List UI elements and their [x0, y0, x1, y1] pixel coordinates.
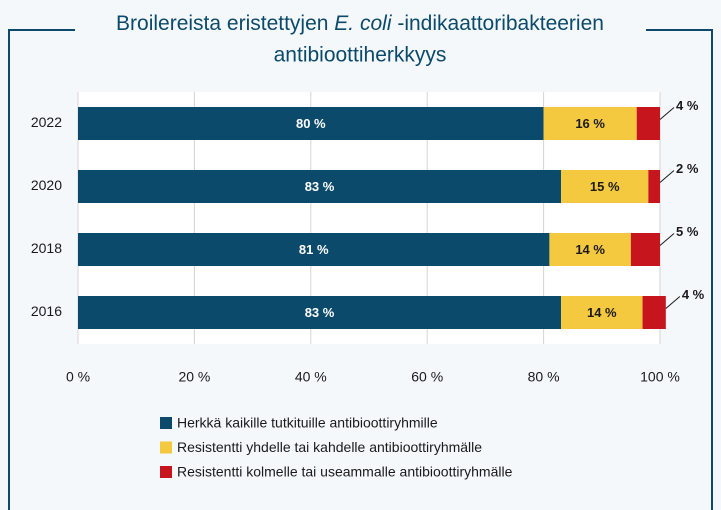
leader-line: [659, 170, 675, 183]
y-tick-label: 2020: [31, 177, 62, 193]
x-tick-label: 40 %: [295, 369, 327, 385]
bar-segment: [648, 170, 660, 203]
value-label: 83 %: [305, 305, 335, 320]
bar-segment: [549, 233, 631, 266]
bar-segment: [78, 170, 562, 203]
value-label: 80 %: [296, 116, 326, 131]
x-tick-label: 0 %: [66, 369, 90, 385]
value-label: 15 %: [590, 179, 620, 194]
x-tick-label: 60 %: [411, 369, 443, 385]
bar-segment: [78, 233, 550, 266]
bar-segment: [630, 233, 660, 266]
bar-segment: [78, 107, 544, 140]
leader-line: [659, 233, 675, 246]
legend-swatch: [160, 441, 172, 454]
value-label: 14 %: [587, 305, 617, 320]
value-label: 16 %: [575, 116, 605, 131]
chart-title: antibioottiherkkyys: [274, 44, 447, 67]
leader-line: [665, 296, 681, 309]
bar-segment: [636, 107, 660, 140]
x-tick-label: 80 %: [528, 369, 560, 385]
value-label: 83 %: [305, 179, 335, 194]
bar-segment: [78, 296, 562, 329]
x-tick-label: 20 %: [178, 369, 210, 385]
bar-segment: [561, 296, 643, 329]
value-label: 5 %: [676, 224, 699, 239]
value-label: 14 %: [575, 242, 605, 257]
value-label: 4 %: [682, 287, 705, 302]
title-part: E. coli: [334, 12, 393, 35]
y-tick-label: 2022: [31, 114, 62, 130]
legend-label: Resistentti kolmelle tai useammalle anti…: [177, 464, 513, 480]
legend-label: Resistentti yhdelle tai kahdelle antibio…: [177, 439, 482, 455]
frame: [8, 29, 713, 510]
title-part: -indikaattoribakteerien: [397, 12, 604, 35]
y-tick-label: 2018: [31, 240, 62, 256]
bar-segment: [561, 170, 649, 203]
bar-segment: [642, 296, 666, 329]
legend-label: Herkkä kaikille tutkituille antibioottir…: [177, 415, 438, 431]
value-label: 2 %: [676, 161, 699, 176]
legend-swatch: [160, 466, 172, 478]
y-tick-label: 2016: [31, 303, 62, 319]
chart-title: Broilereista eristettyjen E. coli -indik…: [116, 12, 604, 35]
legend-swatch: [160, 417, 172, 429]
bar-segment: [543, 107, 637, 140]
title-part: Broilereista eristettyjen: [116, 12, 328, 35]
leader-line: [659, 107, 675, 120]
x-tick-label: 100 %: [640, 369, 680, 385]
value-label: 4 %: [676, 98, 699, 113]
value-label: 81 %: [299, 242, 329, 257]
